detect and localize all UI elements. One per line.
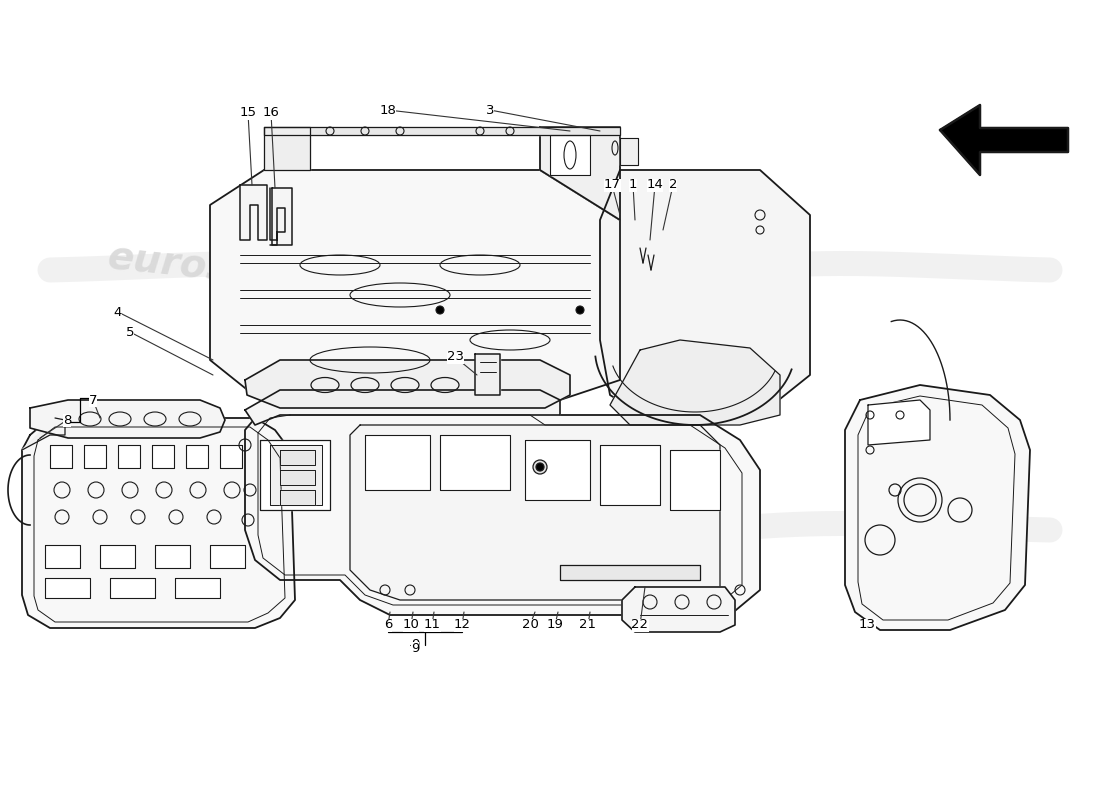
Polygon shape — [264, 127, 310, 170]
Polygon shape — [868, 400, 930, 445]
Polygon shape — [600, 170, 810, 420]
Text: 18: 18 — [379, 103, 396, 117]
Polygon shape — [260, 440, 330, 510]
Circle shape — [534, 460, 547, 474]
Polygon shape — [22, 418, 295, 628]
Polygon shape — [155, 545, 190, 568]
Polygon shape — [84, 445, 106, 468]
Polygon shape — [118, 445, 140, 468]
Text: 16: 16 — [263, 106, 279, 119]
Circle shape — [436, 306, 444, 314]
Text: 21: 21 — [580, 618, 596, 631]
Polygon shape — [550, 135, 590, 175]
Polygon shape — [280, 490, 315, 505]
Text: 9: 9 — [410, 638, 419, 651]
Text: 12: 12 — [453, 618, 471, 631]
Polygon shape — [245, 360, 570, 408]
Polygon shape — [272, 188, 292, 245]
Polygon shape — [600, 445, 660, 505]
Polygon shape — [175, 578, 220, 598]
Text: 1: 1 — [629, 178, 637, 191]
Polygon shape — [670, 450, 720, 510]
Polygon shape — [440, 435, 510, 490]
Polygon shape — [240, 185, 267, 240]
Text: 19: 19 — [547, 618, 563, 631]
Text: 15: 15 — [240, 106, 256, 119]
Polygon shape — [210, 545, 245, 568]
Polygon shape — [940, 105, 1068, 175]
Polygon shape — [540, 127, 620, 220]
Polygon shape — [245, 400, 760, 615]
Text: 10: 10 — [403, 618, 419, 631]
Text: 6: 6 — [384, 618, 393, 631]
Circle shape — [576, 306, 584, 314]
Polygon shape — [186, 445, 208, 468]
Text: 14: 14 — [647, 178, 663, 191]
Text: eurospares: eurospares — [106, 238, 354, 302]
Polygon shape — [845, 385, 1030, 630]
Text: 11: 11 — [424, 618, 440, 631]
Polygon shape — [45, 578, 90, 598]
Polygon shape — [270, 188, 285, 245]
Text: 5: 5 — [125, 326, 134, 338]
Polygon shape — [45, 545, 80, 568]
Text: 3: 3 — [486, 103, 494, 117]
Polygon shape — [245, 390, 560, 425]
Polygon shape — [621, 587, 735, 632]
Polygon shape — [210, 170, 620, 400]
Text: 20: 20 — [521, 618, 538, 631]
Text: autospares: autospares — [496, 498, 744, 562]
Polygon shape — [620, 138, 638, 165]
Polygon shape — [610, 340, 780, 425]
Polygon shape — [152, 445, 174, 468]
Polygon shape — [350, 425, 720, 600]
Text: autospares: autospares — [516, 238, 763, 302]
Text: 9: 9 — [410, 642, 419, 654]
Text: eurospares: eurospares — [86, 498, 334, 562]
Polygon shape — [280, 450, 315, 465]
Polygon shape — [110, 578, 155, 598]
Text: 8: 8 — [63, 414, 72, 426]
Polygon shape — [220, 445, 242, 468]
Polygon shape — [22, 418, 65, 450]
Text: 22: 22 — [631, 618, 649, 631]
Text: 2: 2 — [669, 178, 678, 191]
Polygon shape — [270, 445, 322, 505]
Text: 23: 23 — [447, 350, 463, 363]
Polygon shape — [30, 400, 225, 438]
Polygon shape — [365, 435, 430, 490]
Polygon shape — [264, 127, 620, 135]
Text: 4: 4 — [113, 306, 122, 318]
Text: 13: 13 — [858, 618, 876, 631]
Circle shape — [536, 463, 544, 471]
Text: 7: 7 — [89, 394, 97, 406]
Polygon shape — [280, 470, 315, 485]
Polygon shape — [50, 445, 72, 468]
Polygon shape — [100, 545, 135, 568]
Polygon shape — [525, 440, 590, 500]
Polygon shape — [560, 565, 700, 580]
Text: 17: 17 — [604, 178, 620, 191]
Polygon shape — [475, 354, 500, 395]
